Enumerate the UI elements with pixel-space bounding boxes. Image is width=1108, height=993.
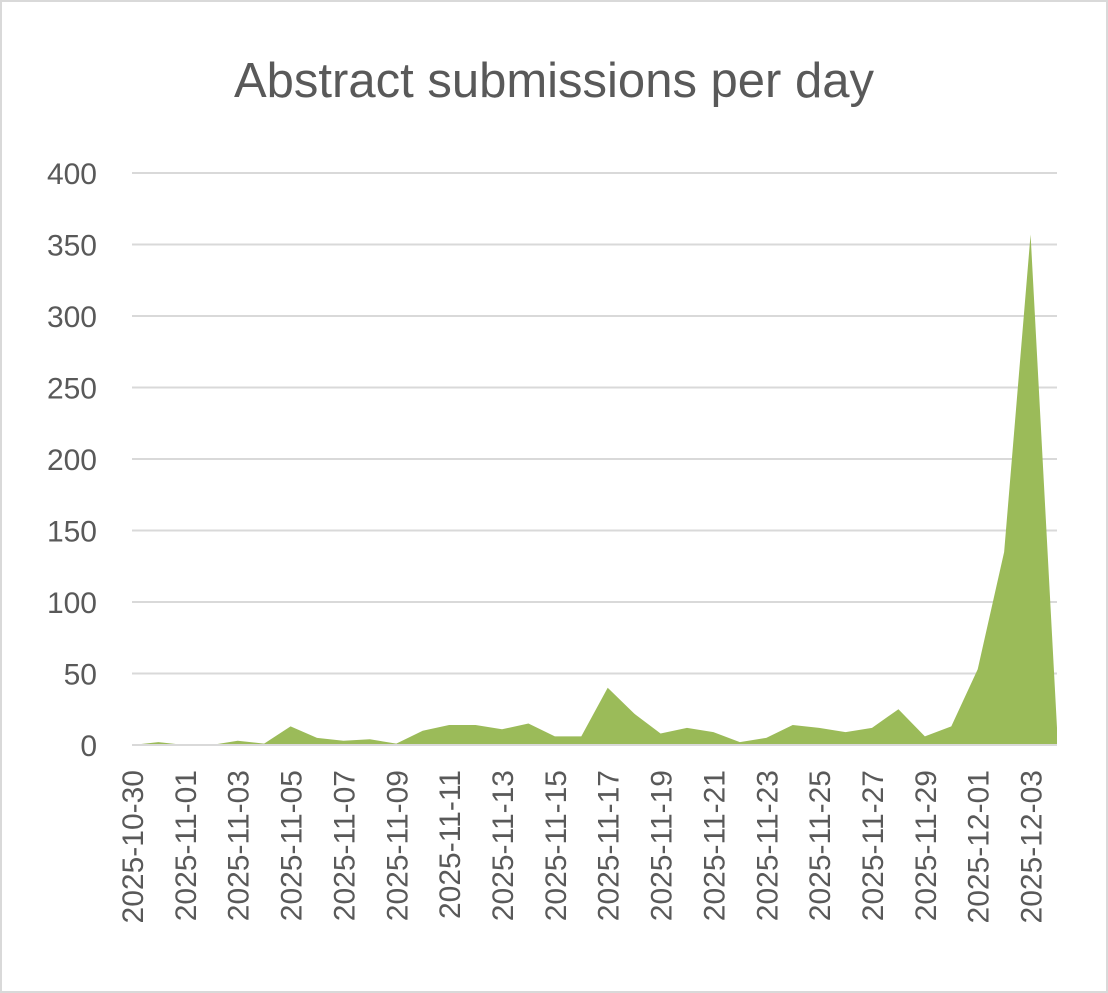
x-tick-label: 2025-11-23 (751, 770, 784, 921)
x-tick-label: 2025-12-03 (1016, 770, 1049, 923)
x-tick-label: 2025-11-25 (804, 770, 837, 921)
x-tick-label: 2025-11-15 (540, 770, 573, 921)
x-tick-label: 2025-11-05 (276, 770, 309, 921)
x-tick-label: 2025-11-03 (223, 770, 256, 921)
y-tick-label: 300 (47, 301, 97, 334)
x-tick-label: 2025-11-17 (593, 770, 626, 921)
x-tick-label: 2025-11-11 (434, 770, 467, 919)
x-tick-label: 2025-11-07 (328, 770, 361, 921)
x-tick-label: 2025-11-13 (487, 770, 520, 921)
y-tick-label: 100 (47, 587, 97, 620)
y-tick-label: 150 (47, 516, 97, 549)
y-tick-label: 200 (47, 444, 97, 477)
y-tick-label: 400 (47, 158, 97, 191)
x-tick-label: 2025-11-21 (698, 770, 731, 921)
y-tick-label: 350 (47, 230, 97, 263)
area-series (132, 234, 1057, 746)
y-tick-label: 50 (64, 659, 97, 692)
chart-title: Abstract submissions per day (234, 54, 874, 108)
x-tick-label: 2025-11-01 (170, 770, 203, 921)
y-tick-label: 0 (80, 730, 97, 763)
x-tick-label: 2025-11-29 (910, 770, 943, 921)
x-tick-label: 2025-12-01 (963, 770, 996, 923)
x-tick-label: 2025-11-27 (857, 770, 890, 921)
x-tick-label: 2025-11-09 (381, 770, 414, 921)
x-tick-label: 2025-11-19 (646, 770, 679, 921)
y-tick-label: 250 (47, 373, 97, 406)
x-tick-label: 2025-10-30 (117, 770, 150, 923)
